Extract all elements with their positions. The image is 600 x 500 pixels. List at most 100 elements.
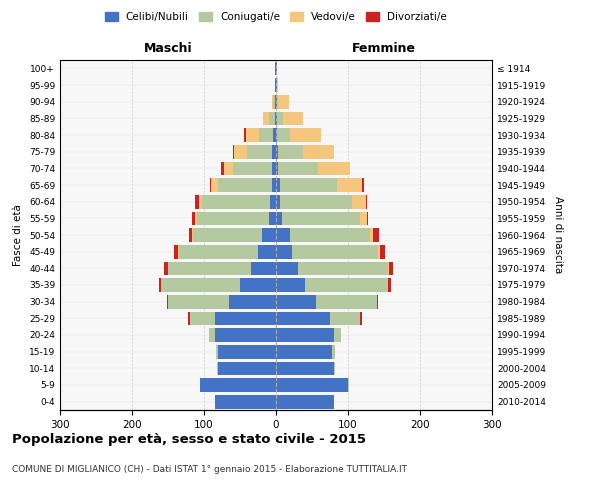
Bar	[366, 195, 367, 208]
Bar	[275, 95, 276, 108]
Bar	[263, 112, 269, 125]
Bar	[211, 178, 218, 192]
Bar	[215, 345, 218, 358]
Bar	[210, 178, 211, 192]
Bar	[290, 128, 320, 142]
Bar	[282, 212, 359, 225]
Bar	[196, 212, 197, 225]
Bar	[276, 145, 278, 158]
Bar	[334, 328, 341, 342]
Bar	[233, 162, 272, 175]
Bar	[276, 245, 292, 258]
Bar	[318, 162, 350, 175]
Bar	[218, 345, 276, 358]
Bar	[278, 95, 289, 108]
Bar	[224, 162, 233, 175]
Bar	[330, 312, 360, 325]
Bar	[276, 62, 277, 75]
Bar	[360, 312, 362, 325]
Bar	[192, 212, 196, 225]
Bar	[168, 295, 229, 308]
Bar	[246, 128, 259, 142]
Bar	[290, 228, 370, 242]
Bar	[305, 278, 388, 292]
Bar	[258, 245, 276, 258]
Bar	[199, 195, 202, 208]
Bar	[215, 395, 276, 408]
Bar	[196, 195, 199, 208]
Bar	[378, 245, 380, 258]
Bar	[229, 295, 276, 308]
Bar	[218, 178, 272, 192]
Bar	[202, 195, 270, 208]
Bar	[270, 195, 276, 208]
Bar	[178, 245, 179, 258]
Bar	[276, 345, 332, 358]
Bar	[277, 95, 278, 108]
Bar	[276, 212, 282, 225]
Bar	[215, 328, 276, 342]
Bar	[221, 162, 224, 175]
Bar	[269, 112, 275, 125]
Bar	[244, 128, 246, 142]
Bar	[188, 312, 190, 325]
Bar	[209, 328, 215, 342]
Bar	[276, 178, 280, 192]
Bar	[200, 378, 276, 392]
Bar	[278, 162, 318, 175]
Bar	[179, 245, 258, 258]
Bar	[275, 112, 276, 125]
Bar	[276, 295, 316, 308]
Bar	[276, 78, 277, 92]
Bar	[316, 295, 377, 308]
Bar	[276, 362, 334, 375]
Bar	[240, 278, 276, 292]
Bar	[388, 278, 391, 292]
Bar	[332, 345, 335, 358]
Bar	[348, 378, 349, 392]
Text: Femmine: Femmine	[352, 42, 416, 55]
Bar	[273, 95, 275, 108]
Text: Popolazione per età, sesso e stato civile - 2015: Popolazione per età, sesso e stato civil…	[12, 432, 366, 446]
Bar	[190, 312, 215, 325]
Bar	[259, 128, 273, 142]
Text: Maschi: Maschi	[143, 42, 193, 55]
Legend: Celibi/Nubili, Coniugati/e, Vedovi/e, Divorziati/e: Celibi/Nubili, Coniugati/e, Vedovi/e, Di…	[101, 8, 451, 26]
Bar	[273, 128, 276, 142]
Bar	[304, 145, 334, 158]
Bar	[234, 145, 247, 158]
Bar	[280, 195, 352, 208]
Bar	[370, 228, 373, 242]
Bar	[276, 312, 330, 325]
Bar	[276, 162, 278, 175]
Bar	[278, 145, 304, 158]
Bar	[277, 128, 290, 142]
Bar	[167, 295, 168, 308]
Y-axis label: Fasce di età: Fasce di età	[13, 204, 23, 266]
Bar	[161, 278, 240, 292]
Bar	[218, 362, 276, 375]
Bar	[367, 212, 368, 225]
Bar	[275, 62, 276, 75]
Bar	[193, 228, 262, 242]
Bar	[175, 245, 178, 258]
Bar	[283, 112, 304, 125]
Bar	[337, 178, 362, 192]
Bar	[276, 95, 277, 108]
Bar	[276, 262, 298, 275]
Bar	[373, 228, 379, 242]
Bar	[362, 178, 364, 192]
Bar	[233, 145, 234, 158]
Bar	[276, 195, 280, 208]
Bar	[380, 245, 385, 258]
Bar	[189, 228, 193, 242]
Bar	[160, 278, 161, 292]
Bar	[251, 262, 276, 275]
Bar	[352, 195, 366, 208]
Bar	[272, 95, 273, 108]
Bar	[217, 362, 218, 375]
Bar	[164, 262, 168, 275]
Bar	[272, 178, 276, 192]
Bar	[275, 78, 276, 92]
Bar	[276, 228, 290, 242]
